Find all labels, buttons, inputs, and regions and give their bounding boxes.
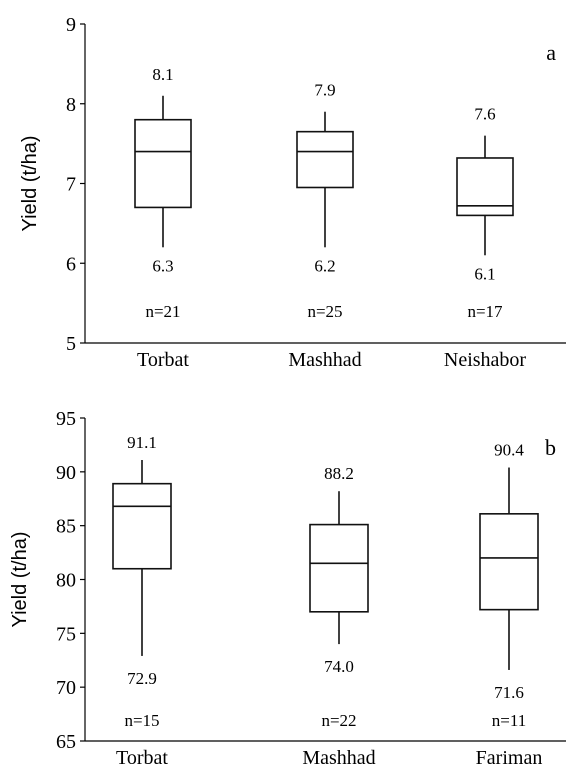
- panel-b-n-label: n=15: [124, 711, 159, 730]
- panel-b-y-tick-label: 65: [56, 731, 76, 753]
- panel-a-min-label: 6.1: [474, 264, 495, 283]
- panel-b-min-label: 71.6: [494, 683, 524, 702]
- panel-b-max-label: 88.2: [324, 464, 354, 483]
- panel-a-box: [134, 118, 192, 209]
- panel-a-y-tick-label: 8: [66, 94, 76, 116]
- panel-b-n-label: n=11: [492, 711, 526, 730]
- panel-a-min-label: 6.2: [314, 256, 335, 275]
- panel-b-category-label: Fariman: [476, 747, 543, 768]
- panel-b-y-tick-label: 75: [56, 623, 76, 645]
- panel-a-max-label: 8.1: [152, 65, 173, 84]
- panel-b-y-tick-label: 70: [56, 677, 76, 699]
- panel-b-box: [112, 482, 172, 570]
- panel-a-box: [456, 157, 514, 217]
- panel-b-letter: b: [545, 435, 556, 460]
- panel-a-box: [296, 130, 354, 189]
- panel-a-letter: a: [546, 40, 556, 65]
- panel-a-n-label: n=21: [145, 302, 180, 321]
- panel-a-y-tick-label: 5: [66, 333, 76, 355]
- panel-a-category-label: Neishabor: [444, 349, 527, 371]
- panel-a-y-tick-label: 7: [66, 174, 76, 196]
- panel-b-category-label: Torbat: [116, 747, 168, 768]
- panel-a-max-label: 7.9: [314, 81, 335, 100]
- panel-a-n-label: n=17: [467, 302, 503, 321]
- panel-a-y-axis-label: Yield (t/ha): [19, 136, 41, 232]
- panel-b-y-tick-label: 85: [56, 516, 76, 538]
- panel-b-category-label: Mashhad: [302, 747, 375, 768]
- panel-b-box: [479, 513, 539, 611]
- panel-b-y-tick-label: 95: [56, 408, 76, 430]
- panel-b-y-tick-label: 80: [56, 570, 76, 592]
- panel-a-y-tick-label: 9: [66, 14, 76, 36]
- panel-b-min-label: 74.0: [324, 657, 354, 676]
- panel-b-n-label: n=22: [321, 711, 356, 730]
- panel-a-category-label: Mashhad: [288, 349, 361, 371]
- panel-b-box: [309, 523, 369, 613]
- panel-a-y-tick-label: 6: [66, 253, 76, 275]
- panel-b-y-axis-label: Yield (t/ha): [9, 532, 31, 628]
- panel-b-max-label: 91.1: [127, 433, 157, 452]
- panel-a-category-label: Torbat: [137, 349, 189, 371]
- panel-a-min-label: 6.3: [152, 256, 173, 275]
- panel-b-min-label: 72.9: [127, 669, 157, 688]
- panel-b-y-tick-label: 90: [56, 462, 76, 484]
- panel-a-n-label: n=25: [307, 302, 342, 321]
- panel-a-max-label: 7.6: [474, 105, 495, 124]
- panel-b-max-label: 90.4: [494, 441, 524, 460]
